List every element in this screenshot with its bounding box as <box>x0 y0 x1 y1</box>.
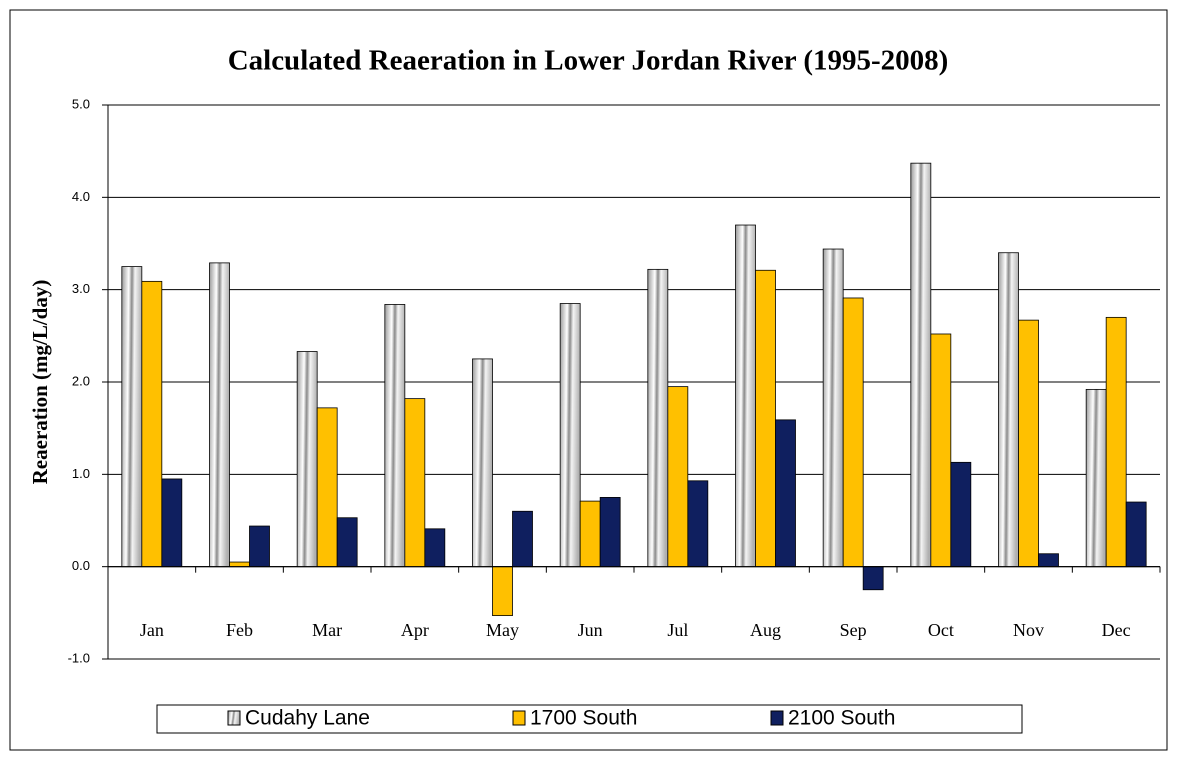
y-tick-label: 0.0 <box>72 558 90 573</box>
legend-box <box>156 704 1023 734</box>
bar <box>492 566 513 617</box>
y-tick-label: -1.0 <box>68 650 90 665</box>
y-axis-label: Reaeration (mg/L/day) <box>28 280 52 485</box>
x-tick-label: Jan <box>140 620 164 640</box>
x-tick-label: Feb <box>226 620 253 640</box>
x-tick-label: Nov <box>1013 620 1044 640</box>
bar <box>336 517 358 568</box>
bar <box>735 224 756 568</box>
y-tick-label: 5.0 <box>72 96 90 111</box>
bar <box>404 398 426 568</box>
bar <box>316 407 338 568</box>
bar <box>472 358 493 568</box>
bar <box>1018 319 1039 568</box>
x-tick-label: Oct <box>928 620 954 640</box>
bar <box>998 252 1019 568</box>
chart-border <box>9 9 1168 751</box>
x-tick-label: May <box>486 620 519 640</box>
bar <box>121 266 143 568</box>
legend-label: 1700 South <box>530 707 637 730</box>
x-tick-label: Sep <box>840 620 867 640</box>
bar <box>862 566 884 591</box>
bar <box>559 303 581 568</box>
bar <box>667 386 689 568</box>
bar <box>1085 388 1107 568</box>
x-tick-label: Mar <box>312 620 342 640</box>
bar <box>579 500 601 568</box>
bar <box>209 262 230 568</box>
bar <box>229 561 250 568</box>
bar <box>141 280 163 568</box>
bar <box>296 351 318 568</box>
bar <box>647 268 669 568</box>
legend-label: 2100 South <box>788 707 895 730</box>
bar <box>822 248 844 568</box>
chart-title: Calculated Reaeration in Lower Jordan Ri… <box>228 45 949 77</box>
bar <box>775 419 796 568</box>
bar <box>161 478 183 568</box>
bar <box>1125 501 1147 568</box>
bar <box>842 297 864 568</box>
bar <box>512 510 533 568</box>
x-tick-label: Aug <box>750 620 781 640</box>
bar <box>1105 316 1127 568</box>
x-tick-label: Apr <box>401 620 429 640</box>
bar <box>249 525 270 568</box>
bar <box>384 304 406 568</box>
bar <box>950 461 972 568</box>
y-tick-label: 4.0 <box>72 189 90 204</box>
bar <box>599 497 621 568</box>
y-tick-label: 2.0 <box>72 373 90 388</box>
y-tick-label: 1.0 <box>72 466 90 481</box>
bar <box>910 162 932 568</box>
legend-swatch <box>227 710 241 726</box>
bar <box>424 528 446 568</box>
bar <box>1038 553 1059 568</box>
legend-swatch <box>512 710 526 726</box>
y-tick-label: 3.0 <box>72 281 90 296</box>
bar <box>755 269 776 568</box>
x-tick-label: Jun <box>578 620 603 640</box>
x-tick-label: Jul <box>667 620 688 640</box>
bar <box>930 333 952 568</box>
bar <box>687 480 709 568</box>
x-tick-label: Dec <box>1102 620 1131 640</box>
legend-swatch <box>770 710 784 726</box>
legend-label: Cudahy Lane <box>245 707 370 730</box>
